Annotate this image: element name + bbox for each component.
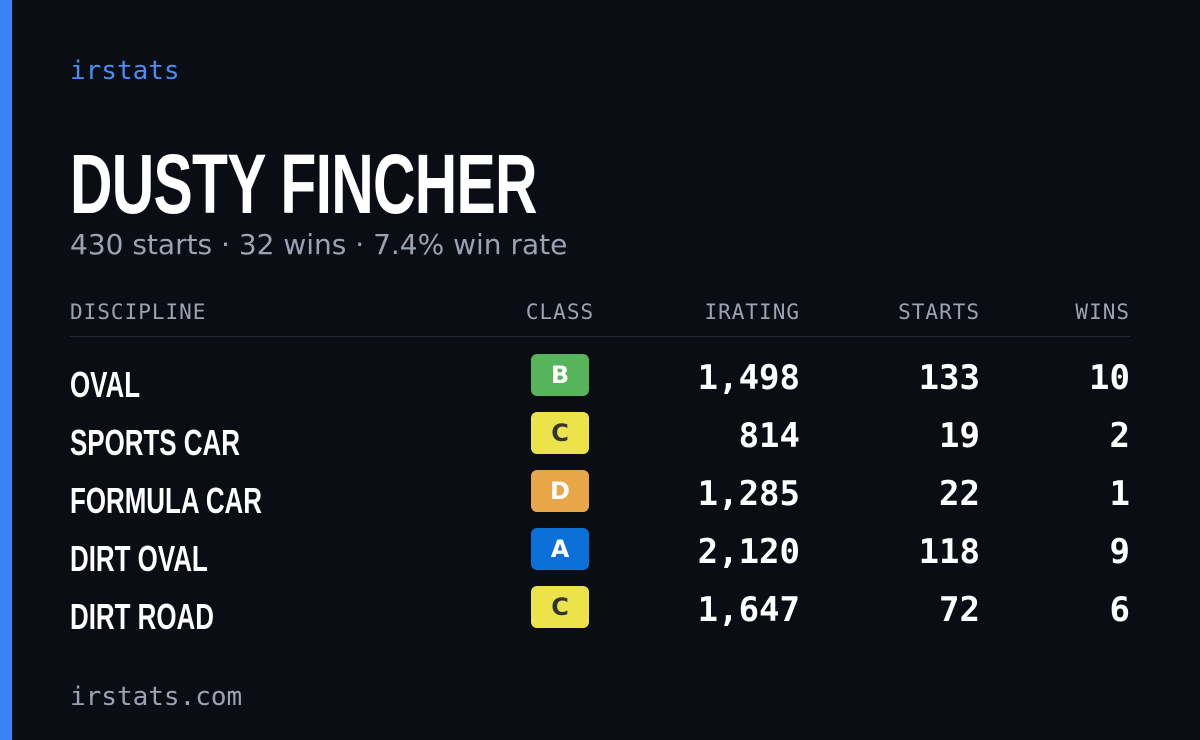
column-header: IRATING bbox=[704, 300, 800, 324]
discipline: DIRT ROAD bbox=[70, 596, 214, 637]
irating: 2,120 bbox=[697, 532, 800, 572]
wins: 10 bbox=[1089, 358, 1130, 398]
wins: 1 bbox=[1109, 474, 1130, 514]
header-rule bbox=[70, 336, 1130, 337]
wins: 2 bbox=[1109, 416, 1130, 456]
column-header: STARTS bbox=[898, 300, 980, 324]
starts: 133 bbox=[918, 358, 980, 398]
footer-url: irstats.com bbox=[70, 682, 243, 712]
driver-name: DUSTY FINCHER bbox=[70, 137, 537, 231]
column-header: WINS bbox=[1075, 300, 1130, 324]
summary: 430 starts · 32 wins · 7.4% win rate bbox=[70, 228, 568, 261]
column-header: DISCIPLINE bbox=[70, 300, 207, 324]
irating: 1,285 bbox=[697, 474, 800, 514]
starts: 19 bbox=[939, 416, 980, 456]
discipline: DIRT OVAL bbox=[70, 538, 208, 579]
class-badge: A bbox=[531, 528, 589, 570]
class-badge: C bbox=[531, 412, 589, 454]
accent-stripe bbox=[0, 0, 12, 740]
irating: 1,498 bbox=[697, 358, 800, 398]
irating: 1,647 bbox=[697, 590, 800, 630]
class-badge: B bbox=[531, 354, 589, 396]
discipline: OVAL bbox=[70, 364, 141, 405]
discipline: SPORTS CAR bbox=[70, 422, 240, 463]
class-badge: C bbox=[531, 586, 589, 628]
wins: 9 bbox=[1109, 532, 1130, 572]
wins: 6 bbox=[1109, 590, 1130, 630]
column-header: CLASS bbox=[525, 300, 595, 324]
starts: 22 bbox=[939, 474, 980, 514]
discipline: FORMULA CAR bbox=[70, 480, 262, 521]
starts: 72 bbox=[939, 590, 980, 630]
starts: 118 bbox=[918, 532, 980, 572]
class-badge: D bbox=[531, 470, 589, 512]
brand: irstats bbox=[70, 56, 180, 86]
irating: 814 bbox=[738, 416, 800, 456]
